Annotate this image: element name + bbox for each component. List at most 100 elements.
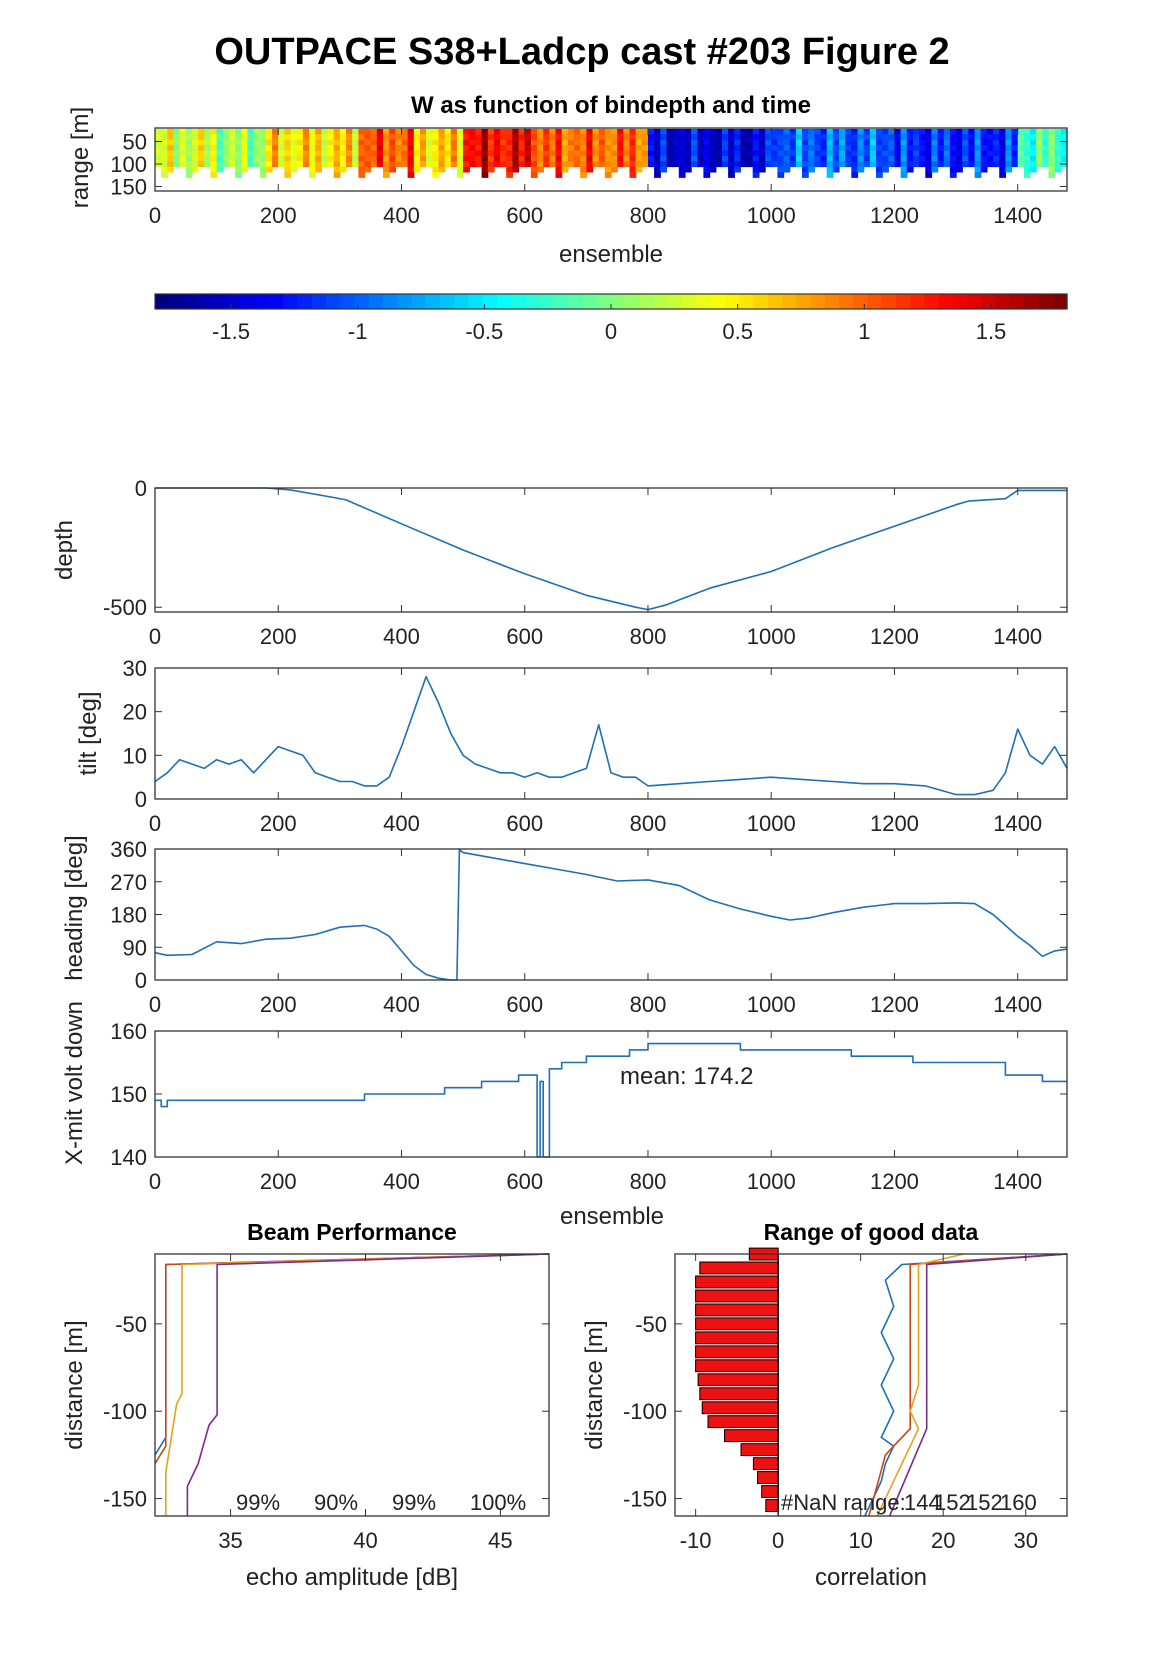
w-cell (450, 155, 458, 162)
w-cell (518, 134, 526, 141)
w-cell (555, 166, 563, 173)
w-cell (487, 134, 495, 141)
w-cell (413, 166, 421, 173)
w-cell (1042, 155, 1050, 162)
w-cell (654, 145, 661, 151)
w-cell (666, 161, 674, 168)
w-cell (167, 166, 175, 173)
w-cell (703, 172, 711, 178)
w-cell (309, 145, 316, 151)
w-cell (709, 134, 717, 141)
w-cell (235, 172, 242, 178)
w-cell (986, 139, 994, 146)
w-cell (845, 139, 852, 146)
w-cell (395, 161, 403, 168)
w-cell (438, 145, 446, 151)
volt-xtick-label: 1000 (747, 1169, 796, 1194)
w-cell (241, 139, 249, 146)
heading-panel: 0 200 400 600 800 1000 1200 1400 0 90 180 270 360 hea… (61, 835, 1068, 1017)
w-cell (648, 155, 655, 162)
w-xtick-label: 600 (506, 203, 543, 228)
w-xtick-label: 1200 (870, 203, 919, 228)
w-cell (839, 134, 846, 141)
w-cell (974, 139, 982, 146)
w-cell (993, 139, 1000, 146)
w-cell (740, 134, 748, 141)
w-cell (851, 145, 859, 151)
range-series-line (888, 1253, 1068, 1517)
w-cell (851, 166, 859, 173)
w-cell (1054, 155, 1062, 162)
w-cell (1017, 145, 1025, 151)
w-cell (715, 155, 723, 162)
w-cell (789, 145, 797, 151)
w-cell (598, 161, 606, 168)
w-cell (401, 139, 409, 146)
w-cell (678, 172, 686, 178)
w-cell (420, 155, 427, 162)
w-cell (506, 161, 513, 168)
w-cell (1054, 128, 1062, 135)
w-cell (487, 145, 495, 151)
w-cell (549, 128, 557, 135)
w-cell (500, 145, 507, 151)
w-cell (235, 161, 242, 168)
w-cell (943, 128, 951, 135)
w-cell (691, 134, 698, 141)
w-cell (580, 145, 587, 151)
w-cell (771, 155, 778, 162)
w-cell (993, 161, 1000, 168)
w-cell (537, 128, 544, 135)
colorbar-swatch (482, 294, 498, 309)
w-cell (765, 150, 772, 157)
w-cell (641, 128, 649, 135)
beam-xtick-label: 35 (218, 1528, 242, 1553)
tilt-xtick-label: 0 (149, 811, 161, 836)
w-cell (999, 128, 1006, 135)
w-cell (863, 155, 871, 162)
w-cell (475, 155, 483, 162)
w-cell (432, 139, 440, 146)
colorbar-swatch (753, 294, 769, 309)
w-cell (709, 155, 717, 162)
w-cell (1023, 139, 1031, 146)
w-cell (327, 145, 335, 151)
w-cell (611, 161, 618, 168)
w-cell (333, 150, 341, 157)
w-cell (346, 155, 353, 162)
w-cell (376, 150, 384, 157)
w-cell (327, 161, 335, 168)
w-cell (185, 166, 193, 173)
w-cell (481, 150, 489, 157)
w-cell (1042, 128, 1050, 135)
w-cell (161, 134, 168, 141)
w-cell (968, 155, 976, 162)
w-cell (660, 145, 668, 151)
w-cell (407, 139, 415, 146)
w-cell (370, 145, 378, 151)
w-cell (641, 134, 649, 141)
w-cell (173, 145, 181, 151)
w-cell (327, 128, 335, 135)
w-cell (925, 150, 933, 157)
w-cell (765, 128, 772, 135)
w-cell (524, 145, 532, 151)
range-nan-value: 152 (966, 1490, 1003, 1515)
w-cell (574, 150, 581, 157)
w-cell (401, 128, 409, 135)
w-cell (962, 134, 969, 141)
w-cell (192, 166, 199, 173)
w-cell (604, 134, 612, 141)
w-cell (734, 145, 741, 151)
w-cell (401, 145, 409, 151)
w-cell (161, 172, 168, 178)
w-cell (937, 128, 945, 135)
w-cell (173, 139, 181, 146)
w-cell (641, 155, 649, 162)
w-cell (321, 128, 329, 135)
w-cell (851, 128, 859, 135)
w-cell (919, 139, 926, 146)
w-cell (284, 155, 292, 162)
w-cell (728, 166, 735, 173)
